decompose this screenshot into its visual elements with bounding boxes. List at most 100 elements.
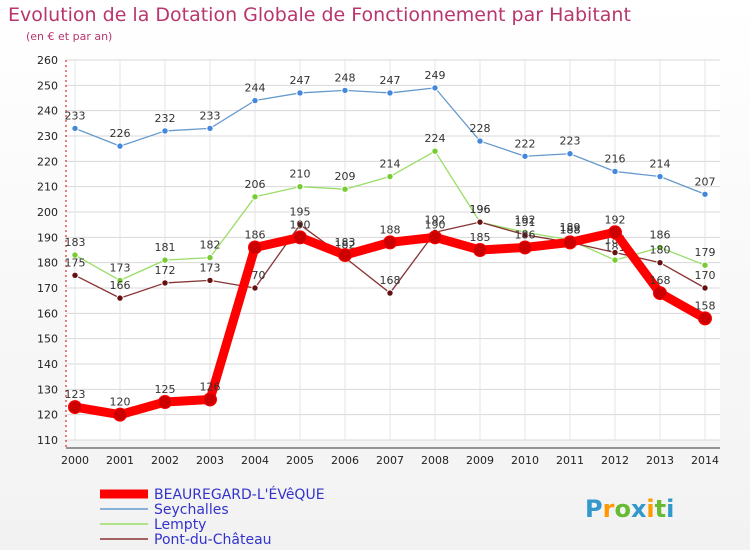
data-point	[161, 127, 169, 135]
logo-letter: t	[655, 495, 666, 523]
data-point	[518, 240, 532, 255]
data-point	[608, 225, 622, 240]
data-label: 170	[695, 269, 716, 282]
data-label: 125	[155, 383, 176, 396]
data-point	[341, 185, 349, 193]
data-label: 192	[515, 213, 536, 226]
data-label: 172	[155, 264, 176, 277]
x-tick-label: 2002	[151, 454, 179, 467]
y-tick-label: 240	[37, 105, 58, 118]
data-point	[563, 235, 577, 250]
data-label: 168	[650, 274, 671, 287]
data-label: 244	[245, 82, 266, 95]
chart-title: Evolution de la Dotation Globale de Fonc…	[8, 4, 631, 26]
x-tick-label: 2012	[601, 454, 629, 467]
data-point	[71, 271, 79, 280]
data-point	[386, 172, 394, 181]
data-point	[476, 137, 484, 145]
data-point	[386, 89, 394, 97]
data-point	[296, 220, 304, 229]
data-point	[611, 256, 619, 264]
data-label: 190	[290, 218, 311, 231]
data-label: 191	[515, 216, 536, 229]
data-label: 224	[425, 132, 446, 145]
data-point	[431, 84, 439, 92]
chart-subtitle: (en € et par an)	[26, 30, 113, 43]
data-label: 186	[650, 228, 671, 241]
logo-letter: x	[631, 495, 647, 523]
data-label: 173	[200, 261, 221, 274]
plot-area	[66, 60, 720, 440]
data-point	[701, 261, 709, 269]
x-tick-label: 2005	[286, 454, 314, 467]
y-tick-label: 130	[37, 383, 58, 396]
data-point	[473, 243, 487, 257]
data-point	[656, 172, 664, 181]
x-tick-label: 2000	[61, 454, 89, 467]
data-label: 158	[695, 299, 716, 312]
x-tick-label: 2013	[646, 454, 674, 467]
data-label: 209	[335, 170, 356, 183]
data-point	[68, 400, 82, 415]
x-tick-label: 2008	[421, 454, 449, 467]
data-label: 192	[425, 213, 446, 226]
data-label: 180	[650, 244, 671, 257]
data-point	[521, 231, 529, 239]
data-point	[476, 218, 484, 226]
y-tick-label: 190	[37, 231, 58, 244]
data-label: 188	[560, 223, 581, 236]
data-point	[428, 230, 442, 245]
data-point	[158, 395, 172, 409]
legend-entry: Pont-du-Château	[154, 532, 272, 548]
y-tick-label: 170	[37, 282, 58, 295]
data-label: 196	[470, 203, 491, 216]
legend-entry: BEAUREGARD-L'ÉVêQUE	[154, 486, 325, 503]
data-point	[116, 142, 124, 150]
x-tick-label: 2004	[241, 454, 269, 467]
data-label: 188	[560, 223, 581, 236]
data-point	[293, 230, 307, 245]
data-point	[251, 284, 259, 292]
data-label: 247	[380, 74, 401, 87]
data-label: 189	[560, 221, 581, 234]
data-label: 216	[605, 152, 626, 165]
data-point	[653, 286, 667, 301]
data-label: 248	[335, 71, 356, 84]
data-label: 186	[515, 228, 536, 241]
data-label: 207	[695, 175, 716, 188]
legend-entry: Lempty	[154, 517, 206, 533]
data-point	[656, 243, 664, 252]
x-tick-label: 2006	[331, 454, 359, 467]
y-tick-label: 200	[37, 206, 58, 219]
data-point	[161, 279, 169, 287]
data-label: 249	[425, 69, 446, 82]
y-tick-label: 110	[37, 434, 58, 447]
data-point	[383, 235, 397, 250]
data-label: 123	[65, 388, 86, 401]
data-label: 182	[200, 239, 221, 252]
data-point	[611, 167, 619, 176]
data-point	[206, 253, 214, 262]
data-label: 175	[65, 256, 86, 269]
x-tick-label: 2010	[511, 454, 539, 467]
data-point	[203, 392, 217, 407]
data-label: 185	[470, 231, 491, 244]
logo-letter: i	[646, 495, 654, 523]
data-label: 214	[650, 158, 671, 171]
data-label: 186	[245, 228, 266, 241]
data-point	[566, 150, 574, 158]
proxiti-logo: Proxiti	[585, 495, 674, 523]
data-point	[341, 86, 349, 95]
data-point	[701, 190, 709, 198]
data-label: 226	[110, 127, 131, 140]
x-tick-label: 2009	[466, 454, 494, 467]
x-tick-label: 2014	[691, 454, 719, 467]
data-point	[296, 182, 304, 191]
data-label: 196	[470, 203, 491, 216]
data-label: 214	[380, 158, 401, 171]
data-point	[251, 193, 259, 201]
y-tick-label: 150	[37, 333, 58, 346]
x-tick-label: 2001	[106, 454, 134, 467]
data-label: 232	[155, 112, 176, 125]
